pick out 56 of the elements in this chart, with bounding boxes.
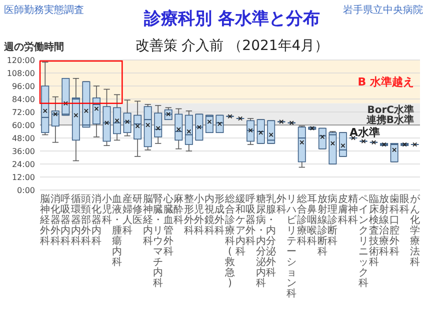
x-tick-label: 消化器外科 xyxy=(50,193,60,247)
text: 岩手県立中央病院 xyxy=(343,4,423,16)
y-tick-label: 72:00 xyxy=(12,108,35,117)
x-tick-label: 形成外科 xyxy=(214,194,225,236)
x-tick-label: 小児外科 xyxy=(194,193,204,236)
category-label: 総合診療科(救急) xyxy=(225,194,235,289)
category-label: リハビリテーション科 xyxy=(286,194,297,300)
x-tick-label: 緩和ケア内科 xyxy=(234,194,246,258)
x-tick-label: 皮膚科 xyxy=(338,193,348,226)
category-label: 糖尿病・内分泌内科 xyxy=(256,194,266,289)
x-tick-label: 総合診療科 xyxy=(296,193,307,247)
x-tick-label: 臨床検査技術科 xyxy=(368,194,379,268)
x-tick-label: 内視鏡科 xyxy=(204,193,214,236)
x-tick-label: 歯科口腔外科 xyxy=(389,193,400,258)
x-tick-label: 耳鼻咽喉科 xyxy=(307,194,318,247)
x-tick-label: 頭頸部外科 xyxy=(81,194,92,247)
chart-subtitle: 改善策 介入前 （2021年4月） xyxy=(135,37,329,54)
x-tick-label: 研修医 xyxy=(132,194,143,226)
x-tick-label: 外科 xyxy=(276,194,286,216)
y-tick-label: 12:00 xyxy=(12,173,35,182)
category-label: ペインクリニック科 xyxy=(358,194,369,289)
x-tick-label: 産婦人科 xyxy=(122,193,132,236)
x-tick-label: 病理診断科 xyxy=(328,193,338,247)
y-tick-label: 84:00 xyxy=(12,95,35,104)
x-tick-label: 乳腺・内分泌外科 xyxy=(266,193,276,278)
x-tick-label: 脳神経外科 xyxy=(39,194,50,247)
y-axis-title: 週の労働時間 xyxy=(3,41,64,53)
y-tick-label: 48:00 xyxy=(12,134,35,143)
y-tick-label: 60:00 xyxy=(12,121,35,130)
x-tick-label: 血液・腫瘍内科 xyxy=(112,193,122,268)
x-tick-label: 小児科 xyxy=(102,193,112,226)
chart-title: 診療科別 各水準と分布 xyxy=(143,9,320,29)
x-tick-label: がん化学療法科 xyxy=(410,194,421,268)
x-tick-label: 麻酔科 xyxy=(174,193,184,226)
x-tick-label: 脳神経内科 xyxy=(142,194,153,247)
category-label: 腎臓・リウマチ内科 xyxy=(153,194,164,289)
y-tick-label: 120:00 xyxy=(6,56,35,65)
x-tick-label: 呼吸器内科 xyxy=(60,193,71,247)
y-tick-label: 24:00 xyxy=(12,160,35,169)
x-tick-label: 眼科 xyxy=(400,194,410,216)
y-tick-label: 0:00 xyxy=(17,186,35,195)
x-tick-label: 放射線診断科 xyxy=(316,194,328,258)
ref-line-label: A水準 xyxy=(349,126,380,139)
x-tick-label: 心臓血管外科 xyxy=(162,193,174,258)
y-tick-label: 108:00 xyxy=(6,69,35,78)
x-tick-label: 精神科 xyxy=(348,193,358,226)
y-tick-label: 36:00 xyxy=(12,147,35,156)
x-tick-label: 放射線治療科 xyxy=(378,194,390,258)
text: 医師勤務実態調査 xyxy=(4,4,84,16)
x-tick-label: 整形外科 xyxy=(184,193,194,236)
y-tick-label: 96:00 xyxy=(12,82,35,91)
x-tick-label: 呼吸器外科 xyxy=(246,193,256,247)
x-tick-label: 消化器内科 xyxy=(91,193,102,247)
band-label: BorC水準連携B水準 xyxy=(365,104,414,126)
band-label: B 水準越え xyxy=(358,76,414,89)
x-tick-label: 循環器内科 xyxy=(70,194,81,247)
